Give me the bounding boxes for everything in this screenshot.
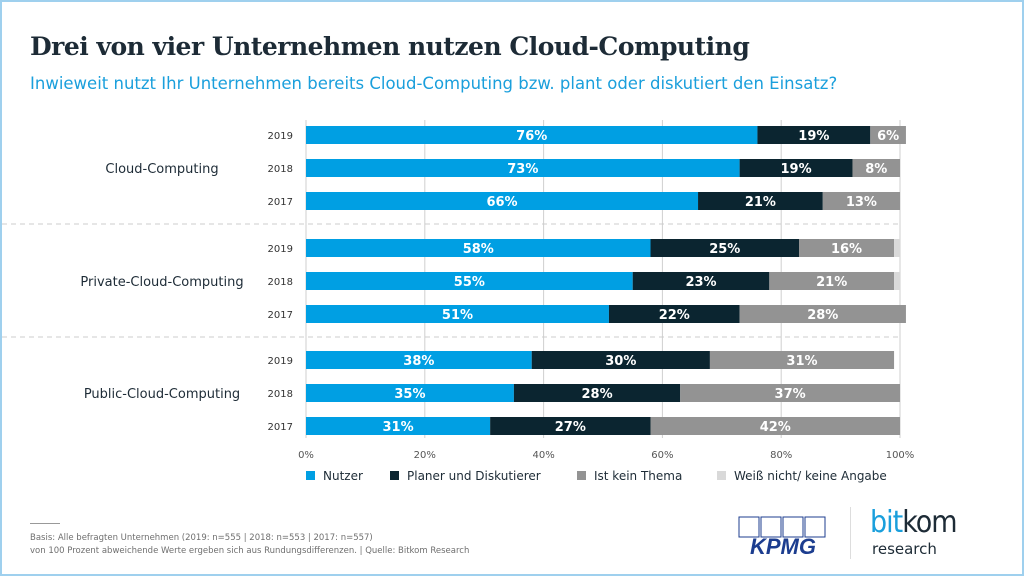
- bar-segment: [650, 239, 800, 257]
- bar-segment: [709, 351, 895, 369]
- svg-text:KPMG: KPMG: [750, 534, 816, 558]
- legend-swatch: [306, 471, 315, 480]
- year-label: 2018: [268, 277, 293, 288]
- year-label: 2019: [268, 131, 293, 142]
- kpmg-logo: KPMG: [738, 516, 826, 558]
- data-label: 31%: [786, 354, 817, 369]
- legend-label: Weiß nicht/ keine Angabe: [734, 469, 887, 483]
- legend-label: Nutzer: [323, 469, 363, 483]
- bar-segment: [870, 126, 906, 144]
- bar-segment: [608, 305, 740, 323]
- x-tick-label: 20%: [414, 450, 436, 461]
- data-label: 51%: [442, 308, 473, 323]
- data-label: 28%: [581, 387, 612, 402]
- bar-segment: [894, 239, 900, 257]
- data-label: 35%: [394, 387, 425, 402]
- data-label: 66%: [486, 195, 517, 210]
- data-label: 22%: [659, 308, 690, 323]
- group-label: Private-Cloud-Computing: [80, 275, 243, 290]
- data-label: 30%: [605, 354, 636, 369]
- data-label: 19%: [798, 129, 829, 144]
- bar-segment: [306, 351, 532, 369]
- data-label: 38%: [403, 354, 434, 369]
- data-label: 73%: [507, 162, 538, 177]
- bar-segment: [852, 159, 900, 177]
- year-label: 2018: [268, 389, 293, 400]
- bar-segment: [739, 305, 906, 323]
- data-label: 37%: [775, 387, 806, 402]
- bar-segment: [698, 192, 823, 210]
- data-label: 31%: [383, 420, 414, 435]
- bar-segment: [306, 417, 491, 435]
- footnote-source: von 100 Prozent abweichende Werte ergebe…: [30, 546, 470, 556]
- bar-segment: [799, 239, 895, 257]
- data-label: 55%: [454, 275, 485, 290]
- group-label: Public-Cloud-Computing: [84, 387, 240, 402]
- year-label: 2017: [268, 197, 293, 208]
- subtitle: Inwieweit nutzt Ihr Unternehmen bereits …: [30, 74, 838, 93]
- data-label: 13%: [846, 195, 877, 210]
- bar-segment: [632, 272, 770, 290]
- data-label: 28%: [807, 308, 838, 323]
- bar-segment: [513, 384, 681, 402]
- bar-segment: [894, 272, 900, 290]
- legend-swatch: [717, 471, 726, 480]
- data-label: 42%: [760, 420, 791, 435]
- page-title: Drei von vier Unternehmen nutzen Cloud-C…: [30, 32, 750, 61]
- data-label: 23%: [685, 275, 716, 290]
- bar-segment: [490, 417, 651, 435]
- footnote-basis: Basis: Alle befragten Unternehmen (2019:…: [30, 533, 373, 543]
- stacked-bar-chart: 0% 20% 40% 60% 80% 100% Cloud-Computing 2019 201…: [2, 120, 915, 483]
- legend-label: Planer und Diskutierer: [407, 469, 541, 483]
- footnote-divider: [30, 523, 60, 524]
- x-tick-label: 80%: [770, 450, 792, 461]
- bar-segment: [757, 126, 871, 144]
- data-label: 25%: [709, 242, 740, 257]
- bar-segment: [769, 272, 895, 290]
- bar-segment: [306, 305, 609, 323]
- bar-segment: [531, 351, 710, 369]
- year-label: 2017: [268, 310, 293, 321]
- x-tick-label: 100%: [886, 450, 915, 461]
- legend-swatch: [390, 471, 399, 480]
- bar-segment: [306, 159, 740, 177]
- data-label: 19%: [780, 162, 811, 177]
- year-label: 2019: [268, 356, 293, 367]
- logo-divider: [850, 507, 851, 559]
- data-label: 27%: [555, 420, 586, 435]
- bar-segment: [680, 384, 900, 402]
- data-label: 6%: [877, 129, 899, 144]
- data-label: 8%: [865, 162, 887, 177]
- bitkom-research-label: research: [872, 540, 937, 558]
- x-tick-label: 60%: [651, 450, 673, 461]
- bar-segment: [306, 239, 651, 257]
- x-tick-label: 0%: [298, 450, 314, 461]
- legend-swatch: [577, 471, 586, 480]
- bar-segment: [306, 384, 514, 402]
- year-label: 2018: [268, 164, 293, 175]
- data-label: 58%: [463, 242, 494, 257]
- data-label: 76%: [516, 129, 547, 144]
- x-tick-label: 40%: [532, 450, 554, 461]
- bar-segment: [306, 126, 758, 144]
- group-label: Cloud-Computing: [105, 162, 218, 177]
- bar-segment: [306, 272, 633, 290]
- bitkom-logo: bitkom: [870, 505, 958, 540]
- bar-segment: [822, 192, 900, 210]
- bar-segment: [739, 159, 853, 177]
- data-label: 16%: [831, 242, 862, 257]
- data-label: 21%: [745, 195, 776, 210]
- year-label: 2017: [268, 422, 293, 433]
- bar-segment: [650, 417, 900, 435]
- year-label: 2019: [268, 244, 293, 255]
- data-label: 21%: [816, 275, 847, 290]
- bar-segment: [306, 192, 699, 210]
- legend-label: Ist kein Thema: [594, 469, 682, 483]
